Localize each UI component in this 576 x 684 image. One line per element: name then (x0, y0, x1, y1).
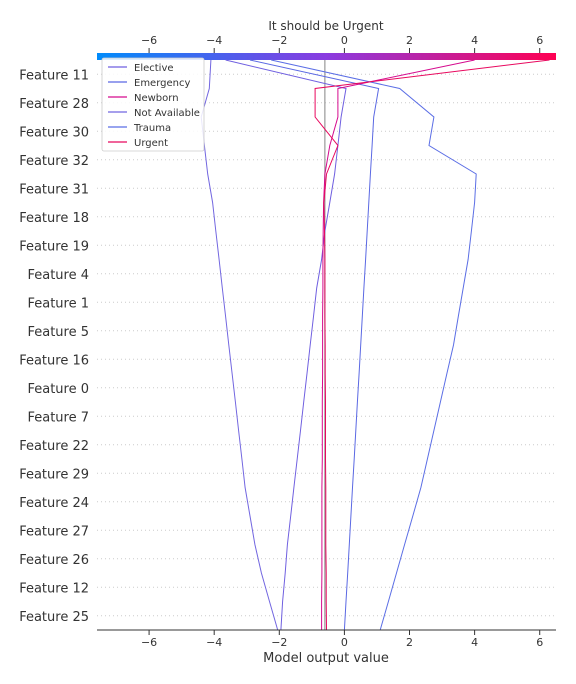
legend-label: Emergency (134, 78, 190, 89)
top-tick-label: 0 (341, 34, 348, 47)
feature-label: Feature 31 (19, 182, 89, 197)
bottom-tick-labels: −6 −4 −2 0 2 4 6 (141, 630, 543, 649)
legend-label: Urgent (134, 138, 168, 149)
bottom-tick-label: 4 (471, 636, 478, 649)
series-line-elective (225, 59, 347, 631)
top-tick-label: −6 (141, 34, 157, 47)
feature-label: Feature 4 (27, 268, 89, 283)
bottom-tick-label: −2 (271, 636, 287, 649)
feature-label: Feature 24 (19, 496, 89, 511)
bottom-tick-label: 0 (341, 636, 348, 649)
feature-label: Feature 7 (27, 410, 89, 425)
legend-label: Trauma (133, 123, 171, 134)
top-tick-label: 2 (406, 34, 413, 47)
top-tick-label: −4 (206, 34, 222, 47)
feature-label: Feature 5 (27, 325, 89, 340)
top-tick-labels: −6 −4 −2 0 2 4 6 (141, 34, 543, 53)
top-tick-label: 4 (471, 34, 478, 47)
legend: Elective Emergency Newborn Not Available Tra… (101, 57, 205, 152)
feature-label: Feature 26 (19, 553, 89, 568)
feature-label: Feature 25 (19, 610, 89, 625)
feature-label: Feature 27 (19, 524, 89, 539)
feature-label: Feature 19 (19, 239, 89, 254)
top-tick-label: −2 (271, 34, 287, 47)
feature-label: Feature 28 (19, 97, 89, 112)
legend-label: Elective (134, 63, 174, 74)
legend-label: Not Available (134, 108, 200, 119)
bottom-tick-label: −4 (206, 636, 222, 649)
bottom-tick-label: 2 (406, 636, 413, 649)
feature-label: Feature 0 (27, 382, 89, 397)
feature-labels: Feature 25 Feature 12 Feature 26 Feature 27… (19, 68, 89, 625)
feature-label: Feature 29 (19, 467, 89, 482)
feature-label: Feature 16 (19, 353, 89, 368)
feature-label: Feature 32 (19, 154, 89, 169)
chart-title: It should be Urgent (268, 19, 384, 33)
legend-items: Elective Emergency Newborn Not Available Tra… (108, 63, 200, 149)
feature-label: Feature 30 (19, 125, 89, 140)
gridlines (97, 73, 556, 617)
series-line-trauma (271, 59, 477, 631)
top-tick-label: 6 (536, 34, 543, 47)
feature-label: Feature 12 (19, 581, 89, 596)
x-axis-label: Model output value (263, 651, 389, 666)
feature-label: Feature 18 (19, 211, 89, 226)
feature-label: Feature 11 (19, 68, 89, 83)
legend-box (101, 57, 205, 152)
legend-label: Newborn (134, 93, 179, 104)
series-lines (200, 59, 550, 631)
bottom-tick-label: −6 (141, 636, 157, 649)
series-line-not-available (200, 59, 279, 631)
series-line-urgent (314, 59, 550, 631)
colorbar (97, 53, 556, 60)
feature-label: Feature 22 (19, 439, 89, 454)
series-line-emergency (249, 59, 380, 631)
bottom-tick-label: 6 (536, 636, 543, 649)
feature-label: Feature 1 (27, 296, 89, 311)
series-line-newborn (321, 59, 475, 630)
